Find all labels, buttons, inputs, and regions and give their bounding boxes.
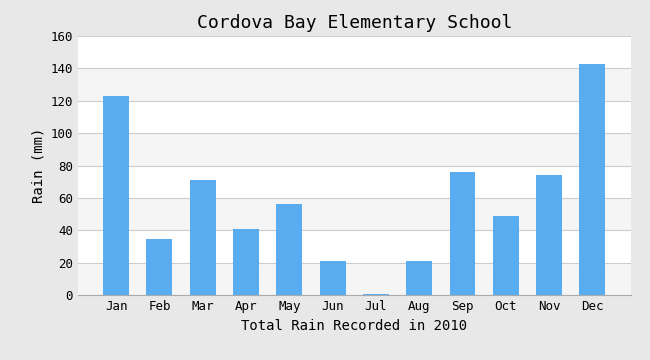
Bar (78, 101, 630, 133)
X-axis label: Total Rain Recorded in 2010: Total Rain Recorded in 2010 (241, 319, 467, 333)
Bar (190, 180, 216, 295)
Bar (78, 166, 630, 198)
Bar (103, 96, 129, 295)
Title: Cordova Bay Elementary School: Cordova Bay Elementary School (196, 14, 512, 32)
Bar (493, 216, 519, 295)
Bar (320, 261, 346, 295)
Bar (78, 230, 630, 263)
Y-axis label: Rain (mm): Rain (mm) (31, 128, 45, 203)
Bar (78, 263, 630, 295)
Bar (78, 198, 630, 230)
Bar (146, 238, 172, 295)
Bar (363, 293, 389, 295)
Bar (276, 204, 302, 295)
Bar (536, 175, 562, 295)
Bar (233, 229, 259, 295)
Bar (406, 261, 432, 295)
Bar (579, 63, 605, 295)
Bar (450, 172, 476, 295)
Bar (78, 36, 630, 68)
Bar (78, 68, 630, 101)
Bar (78, 133, 630, 166)
